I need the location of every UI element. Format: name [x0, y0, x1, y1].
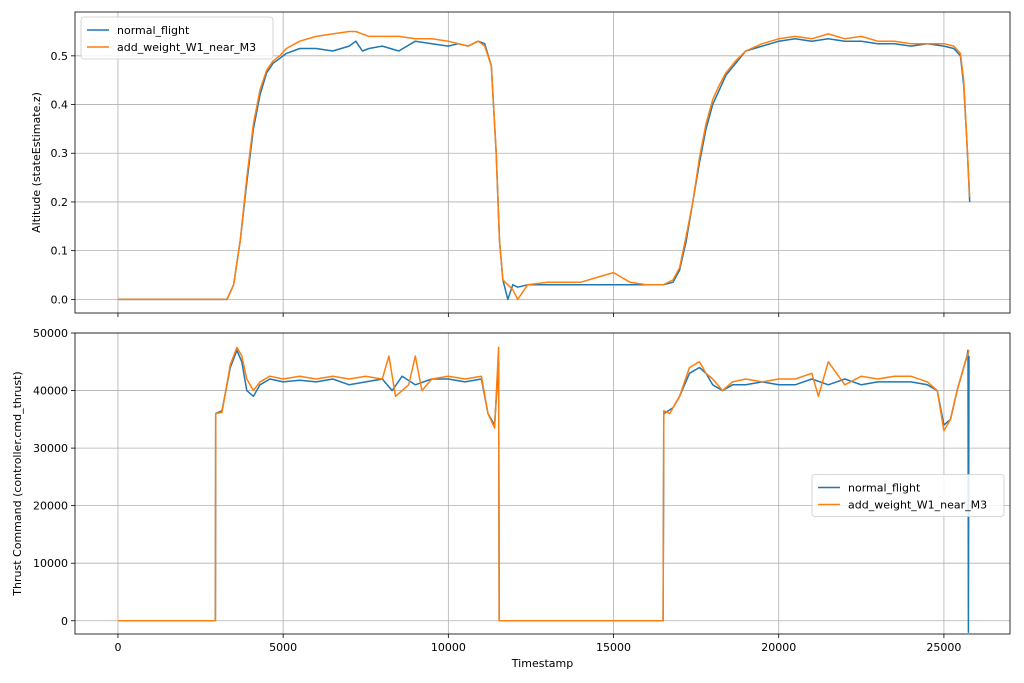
- legend-label: normal_flight: [848, 482, 921, 495]
- y-tick-label: 40000: [33, 385, 68, 398]
- x-tick-label: 0: [114, 641, 121, 654]
- x-tick-label: 10000: [431, 641, 466, 654]
- y-tick-label: 0: [61, 615, 68, 628]
- axes-frame: [74, 332, 1011, 635]
- altitude-subplot: 0.0 0.1 0.2 0.3 0.4 0.5 Altitude (stateEstimat…: [30, 11, 1011, 317]
- y-tick-label: 0.4: [51, 99, 69, 112]
- legend-box: [811, 474, 1005, 517]
- x-tick-label: 5000: [269, 641, 297, 654]
- series-line-normal_flight: [118, 38, 971, 301]
- y-tick-label: 0.5: [51, 50, 69, 63]
- legend: normal_flight add_weight_W1_near_M3: [80, 16, 274, 60]
- y-tick-label: 0.3: [51, 147, 69, 160]
- x-tick-label: 20000: [761, 641, 796, 654]
- x-axis-label: Timestamp: [511, 657, 573, 670]
- y-tick-label: 30000: [33, 442, 68, 455]
- ticks: 0 5000 10000 15000 20000 25000 0 10000 20000 3000…: [33, 327, 961, 654]
- y-tick-label: 10000: [33, 557, 68, 570]
- legend-label: add_weight_W1_near_M3: [117, 41, 256, 54]
- series-group: [118, 30, 971, 301]
- x-tick-label: 25000: [926, 641, 961, 654]
- series-group: [118, 346, 970, 634]
- y-tick-label: 0.1: [51, 245, 69, 258]
- legend-box: [80, 16, 274, 60]
- thrust-subplot: 0 5000 10000 15000 20000 25000 0 10000 20000 3000…: [11, 327, 1011, 670]
- axes-frame: [74, 11, 1011, 314]
- y-tick-label: 20000: [33, 500, 68, 513]
- legend: normal_flight add_weight_W1_near_M3: [811, 474, 1005, 517]
- y-tick-label: 50000: [33, 327, 68, 340]
- y-tick-label: 0.0: [51, 293, 69, 306]
- legend-label: add_weight_W1_near_M3: [848, 499, 987, 512]
- y-axis-label: Altitude (stateEstimate.z): [30, 92, 43, 233]
- legend-label: normal_flight: [117, 24, 190, 37]
- series-line-add_weight_W1_near_M3: [118, 346, 970, 622]
- ticks: 0.0 0.1 0.2 0.3 0.4 0.5: [51, 50, 945, 317]
- y-axis-label: Thrust Command (controller.cmd_thrust): [11, 371, 24, 596]
- y-tick-label: 0.2: [51, 196, 69, 209]
- series-line-add_weight_W1_near_M3: [118, 30, 971, 301]
- x-tick-label: 15000: [596, 641, 631, 654]
